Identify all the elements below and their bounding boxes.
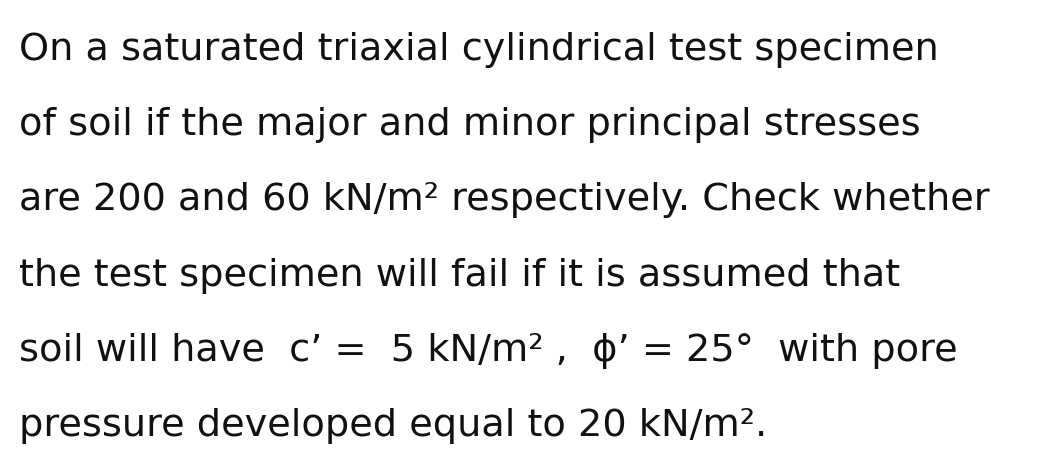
Text: soil will have  c’ =  5 kN/m² ,  ϕ’ = 25°  with pore: soil will have c’ = 5 kN/m² , ϕ’ = 25° w… [19,332,958,368]
Text: are 200 and 60 kN/m² respectively. Check whether: are 200 and 60 kN/m² respectively. Check… [19,182,990,218]
Text: pressure developed equal to 20 kN/m².: pressure developed equal to 20 kN/m². [19,407,767,443]
Text: of soil if the major and minor principal stresses: of soil if the major and minor principal… [19,107,920,143]
Text: On a saturated triaxial cylindrical test specimen: On a saturated triaxial cylindrical test… [19,32,939,68]
Text: the test specimen will fail if it is assumed that: the test specimen will fail if it is ass… [19,257,900,293]
